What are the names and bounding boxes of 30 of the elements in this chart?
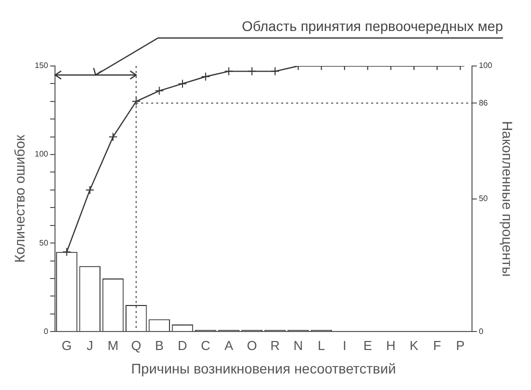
x-tick-label: A (224, 338, 234, 353)
x-tick-label: P (456, 338, 465, 353)
y2-tick-label: 86 (478, 98, 488, 108)
x-tick-label: F (433, 338, 442, 353)
x-tick-label: R (270, 338, 280, 353)
x-tick-label: B (154, 338, 164, 353)
x-axis-title: Причины возникновения несоответствий (131, 360, 396, 376)
x-tick-label: J (86, 338, 94, 353)
y2-tick-label: 0 (478, 326, 484, 336)
x-tick-label: L (318, 338, 325, 353)
y-tick-label: 50 (39, 238, 49, 248)
y-axis-title: Количество ошибок (11, 134, 28, 263)
x-tick-label: E (363, 338, 372, 353)
y-tick-label: 0 (44, 326, 49, 336)
y2-tick-label: 100 (478, 61, 493, 70)
x-tick-label: O (246, 338, 257, 353)
y2-tick-label: 50 (478, 194, 488, 204)
y2-axis-title: Накопленные проценты (500, 120, 516, 277)
x-tick-label: Q (131, 338, 142, 353)
x-tick-label: H (386, 338, 396, 353)
x-tick-label: K (410, 338, 419, 353)
x-tick-label: G (62, 338, 72, 353)
x-tick-label: I (342, 338, 346, 353)
x-tick-label: D (178, 338, 188, 353)
y-tick-label: 150 (34, 61, 49, 70)
y-tick-label: 100 (34, 150, 49, 159)
x-tick-label: M (108, 338, 118, 353)
x-tick-label: C (200, 338, 210, 353)
text: Область принятия первоочередных мер (242, 18, 503, 34)
x-tick-label: N (294, 338, 303, 353)
